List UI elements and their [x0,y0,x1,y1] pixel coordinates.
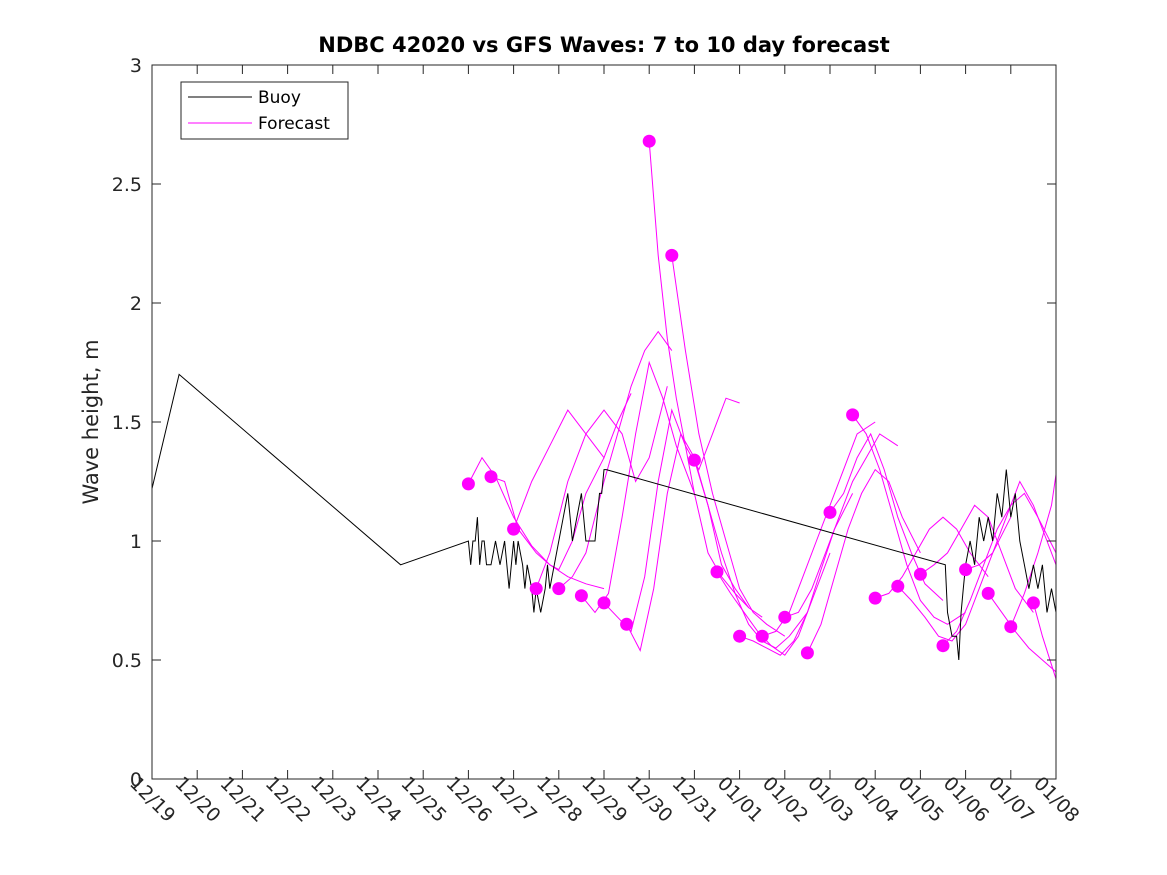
forecast-line-0 [467,456,605,590]
forecast-line-7 [626,432,750,652]
legend-forecast-label: Forecast [258,114,330,134]
x-tick-label-19: 01/07 [984,773,1038,827]
forecast-line-23 [987,593,1057,673]
plot-area [152,65,1056,779]
forecast-start-marker-4 [552,582,566,596]
x-tick-label-9: 12/28 [532,773,586,827]
y-tick-label-4: 2 [130,293,142,315]
forecast-start-marker-24 [1004,620,1018,634]
forecast-line-22 [965,480,1057,571]
forecast-start-marker-0 [461,477,475,491]
x-tick-label-6: 12/25 [396,773,450,827]
forecast-line-15 [806,468,921,654]
forecast-start-marker-2 [507,522,521,536]
forecast-start-marker-7 [620,617,634,631]
x-tick-label-4: 12/23 [306,773,360,827]
x-tick-label-11: 12/30 [622,773,676,827]
plot-background [152,65,1056,779]
forecast-line-8 [648,141,763,618]
y-tick-label-3: 1.5 [112,412,142,434]
forecast-line-3 [535,386,668,589]
x-tick-label-13: 01/01 [713,773,767,827]
y-axis-label: Wave height, m [79,339,103,504]
y-tick-label-1: 0.5 [112,650,142,672]
forecast-line-12 [739,493,854,656]
forecast-line-17 [852,414,966,625]
forecast-line-2 [513,393,632,530]
forecast-start-marker-25 [1026,596,1040,610]
x-tick-label-17: 01/05 [894,773,948,827]
forecast-line-14 [784,433,899,618]
x-tick-label-2: 12/21 [216,773,270,827]
chart-title: NDBC 42020 vs GFS Waves: 7 to 10 day for… [318,33,889,57]
forecast-start-marker-10 [687,453,701,467]
legend-buoy-label: Buoy [258,88,301,108]
y-tick-label-6: 3 [130,55,142,77]
x-tick-label-5: 12/24 [351,773,405,827]
forecast-line-20 [920,504,1034,613]
x-tick-label-7: 12/26 [442,773,496,827]
forecast-start-marker-16 [823,505,837,519]
forecast-start-marker-1 [484,470,498,484]
x-tick-label-14: 01/02 [758,773,812,827]
forecast-start-marker-12 [733,629,747,643]
y-tick-label-5: 2.5 [112,174,142,196]
y-tick-label-2: 1 [130,531,142,553]
forecast-line-1 [490,457,605,571]
forecast-start-marker-11 [710,565,724,579]
forecast-line-4 [558,330,673,589]
forecast-start-marker-6 [597,596,611,610]
x-tick-label-12: 12/31 [668,773,722,827]
forecast-line-10 [693,459,808,649]
forecast-start-marker-22 [959,563,973,577]
legend-box [180,81,349,140]
forecast-start-marker-17 [846,408,860,422]
forecast-start-marker-21 [936,639,950,653]
forecast-start-marker-9 [665,248,679,262]
forecast-start-marker-15 [800,646,814,660]
forecast-start-marker-3 [529,582,543,596]
forecast-start-marker-5 [574,589,588,603]
x-tick-label-15: 01/03 [803,773,857,827]
x-tick-label-1: 12/20 [170,773,224,827]
x-tick-label-8: 12/27 [487,773,541,827]
x-tick-label-10: 12/29 [577,773,631,827]
x-tick-label-3: 12/22 [261,773,315,827]
forecast-line-13 [762,421,876,637]
forecast-line-25 [1032,602,1057,680]
x-tick-label-20: 01/08 [1029,773,1083,827]
buoy-line [151,373,1057,661]
forecast-start-marker-20 [913,567,927,581]
x-tick-label-18: 01/06 [939,773,993,827]
y-tick-label-0: 0 [130,769,142,791]
forecast-start-marker-19 [891,579,905,593]
x-tick-label-16: 01/04 [848,773,902,827]
forecast-markers [461,134,1040,660]
forecast-start-marker-18 [868,591,882,605]
forecast-line-9 [671,255,786,637]
legend: Buoy Forecast [180,81,349,140]
forecast-start-marker-23 [981,586,995,600]
forecast-line-19 [897,516,1012,642]
forecast-start-marker-8 [642,134,656,148]
forecast-start-marker-13 [755,629,769,643]
forecast-start-marker-14 [778,610,792,624]
buoy-layer [151,373,1057,661]
forecast-line-24 [1010,474,1057,627]
y-ticks: 0 0.5 1 1.5 2 2.5 3 [112,55,1056,791]
